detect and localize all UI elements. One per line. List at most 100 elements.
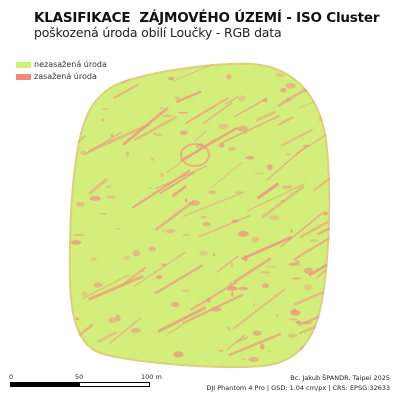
damage-patch (162, 114, 173, 117)
damage-patch (148, 187, 152, 189)
damage-streak (319, 56, 366, 83)
damage-patch (185, 198, 187, 202)
damage-streak (305, 63, 347, 91)
damage-patch (171, 302, 179, 307)
damage-patch (102, 108, 108, 110)
damage-patch (132, 250, 140, 256)
damage-patch (231, 262, 233, 268)
damage-patch (293, 309, 297, 313)
scale-bar-body (10, 382, 150, 387)
damage-patch (227, 286, 238, 291)
damage-patch (154, 134, 162, 136)
damage-patch (211, 307, 222, 312)
damage-patch (276, 73, 285, 77)
damage-patch (251, 237, 259, 243)
damage-patch (123, 256, 131, 260)
damage-patch (160, 173, 164, 178)
damage-patch (76, 202, 85, 207)
damage-patch (117, 228, 120, 230)
damage-patch (231, 219, 238, 223)
damage-patch (126, 151, 129, 156)
damage-patch (265, 266, 277, 268)
damage-patch (203, 222, 211, 227)
damage-patch (248, 357, 258, 362)
damage-patch (286, 83, 296, 89)
damage-patch (242, 359, 246, 361)
damage-patch (78, 72, 88, 78)
damage-patch (218, 124, 229, 129)
damage-patch (228, 147, 236, 150)
damage-patch (262, 283, 269, 288)
damage-streak (306, 73, 332, 91)
scale-segment-1 (11, 383, 80, 386)
damage-patch (162, 263, 166, 266)
damage-patch (304, 268, 313, 274)
scale-label-0: 0 (9, 373, 13, 381)
damage-streak (328, 77, 356, 97)
damage-patch (144, 362, 146, 364)
damage-patch (166, 229, 176, 233)
damage-patch (253, 303, 255, 305)
damage-patch (76, 98, 79, 100)
damage-patch (82, 291, 88, 296)
map-credits: Bc. Jakub ŠPANDR, Taipei 2025 DJI Phanto… (206, 373, 390, 393)
damage-patch (80, 151, 87, 155)
damage-patch (238, 231, 249, 237)
damage-patch (281, 200, 285, 202)
damage-patch (148, 247, 156, 252)
credits-metadata: DJI Phantom 4 Pro | GSD: 1.04 cm/px | CR… (206, 383, 390, 393)
credits-author: Bc. Jakub ŠPANDR, Taipei 2025 (206, 373, 390, 383)
damage-patch (291, 229, 293, 232)
damage-patch (269, 215, 280, 220)
damage-patch (286, 153, 291, 155)
damage-patch (105, 185, 111, 188)
damage-patch (280, 88, 286, 92)
damage-patch (238, 287, 248, 291)
damage-patch (260, 343, 264, 349)
damage-patch (91, 257, 97, 261)
damage-patch (310, 239, 318, 242)
damage-patch (289, 318, 297, 320)
damage-patch (180, 131, 188, 136)
damage-patch (76, 317, 79, 320)
damage-patch (219, 143, 225, 148)
scale-segment-2 (80, 383, 149, 386)
damage-patch (288, 333, 297, 337)
damage-patch (229, 281, 233, 287)
damage-patch (276, 314, 278, 317)
damage-patch (244, 255, 248, 261)
damage-patch (110, 134, 113, 137)
damage-patch (267, 164, 273, 170)
damage-patch (89, 196, 100, 201)
damage-patch (292, 277, 301, 279)
damage-patch (231, 291, 233, 297)
damage-patch (254, 173, 265, 175)
damage-patch (260, 271, 271, 274)
damage-patch (288, 263, 300, 266)
damage-patch (317, 329, 327, 335)
damage-patch (71, 361, 75, 366)
scale-label-100: 100 m (141, 373, 162, 381)
damage-patch (90, 91, 97, 93)
damage-patch (207, 297, 211, 303)
damage-patch (115, 315, 120, 322)
damage-patch (302, 145, 310, 147)
damage-patch (304, 284, 313, 290)
damage-patch (190, 200, 200, 205)
damage-patch (262, 99, 267, 103)
damage-patch (94, 283, 103, 288)
damage-patch (182, 234, 191, 236)
damage-patch (213, 253, 216, 256)
damage-patch (302, 321, 311, 324)
damage-patch (312, 91, 316, 93)
damage-patch (101, 118, 104, 122)
damage-patch (151, 157, 154, 160)
damage-patch (227, 74, 232, 79)
damage-patch (245, 156, 254, 159)
damage-patch (175, 96, 180, 99)
damage-patch (201, 216, 207, 218)
damage-patch (160, 107, 164, 110)
damage-patch (219, 350, 224, 352)
